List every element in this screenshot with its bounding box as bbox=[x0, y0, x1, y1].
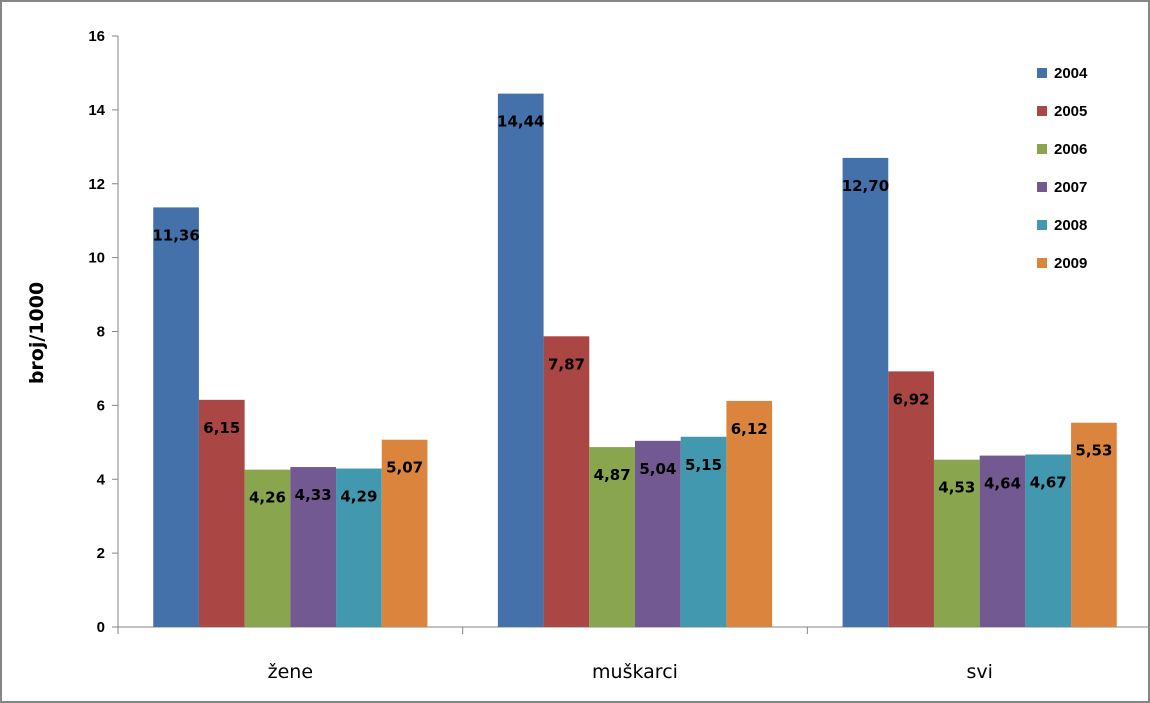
bar bbox=[726, 400, 773, 627]
bar bbox=[290, 467, 337, 627]
legend-label: 2008 bbox=[1054, 217, 1087, 234]
legend-swatch bbox=[1037, 258, 1047, 268]
legend-swatch bbox=[1037, 144, 1047, 154]
data-label: 6,15 bbox=[203, 419, 240, 437]
y-tick-label: 8 bbox=[97, 324, 105, 341]
data-label: 5,15 bbox=[685, 456, 722, 474]
bar bbox=[933, 459, 980, 627]
data-label: 6,12 bbox=[731, 420, 768, 438]
legend-label: 2007 bbox=[1054, 179, 1087, 196]
data-label: 4,67 bbox=[1030, 474, 1067, 492]
y-tick-label: 16 bbox=[88, 28, 105, 45]
legend-swatch bbox=[1037, 106, 1047, 116]
legend-swatch bbox=[1037, 182, 1047, 192]
bar bbox=[888, 371, 934, 627]
legend-label: 2009 bbox=[1054, 255, 1087, 272]
bar bbox=[381, 439, 428, 627]
legend-label: 2004 bbox=[1054, 65, 1088, 82]
bar bbox=[842, 157, 889, 628]
data-label: 4,26 bbox=[249, 489, 286, 507]
bar bbox=[497, 93, 544, 627]
bar bbox=[635, 440, 681, 627]
y-tick-label: 2 bbox=[97, 545, 105, 562]
data-label: 4,64 bbox=[984, 475, 1021, 493]
legend-swatch bbox=[1037, 68, 1047, 78]
data-label: 4,53 bbox=[938, 479, 975, 497]
bars bbox=[153, 93, 1117, 628]
bar bbox=[1071, 422, 1117, 627]
legend-label: 2006 bbox=[1054, 141, 1087, 158]
data-label: 4,29 bbox=[340, 488, 377, 506]
data-label: 5,53 bbox=[1075, 442, 1112, 460]
data-labels: 11,36 6,15 4,26 4,33 4,29 5,07 14,44 7,87 4,87 5,… bbox=[152, 113, 1112, 507]
legend: 2004 2005 2006 2007 2008 2009 bbox=[1037, 65, 1088, 272]
y-tick-label: 10 bbox=[88, 250, 105, 267]
bar bbox=[1025, 454, 1072, 627]
y-tick-label: 0 bbox=[97, 619, 105, 636]
bar bbox=[680, 436, 727, 627]
y-tick-label: 6 bbox=[97, 397, 105, 414]
x-category-label: muškarci bbox=[592, 661, 678, 683]
data-label: 11,36 bbox=[152, 226, 199, 244]
data-label: 4,33 bbox=[295, 486, 332, 504]
data-label: 4,87 bbox=[594, 466, 631, 484]
x-category-label: žene bbox=[268, 661, 313, 683]
bar bbox=[244, 469, 291, 627]
data-label: 6,92 bbox=[893, 390, 930, 408]
bar bbox=[336, 468, 382, 627]
data-label: 5,07 bbox=[386, 459, 423, 477]
bar bbox=[543, 336, 590, 627]
bar bbox=[153, 207, 199, 627]
legend-label: 2005 bbox=[1054, 103, 1087, 120]
bar bbox=[198, 399, 245, 627]
data-label: 5,04 bbox=[639, 460, 676, 478]
y-axis-title: broj/1000 bbox=[26, 282, 48, 384]
bar bbox=[979, 455, 1026, 627]
bar bbox=[589, 447, 635, 627]
legend-swatch bbox=[1037, 220, 1047, 230]
x-category-label: svi bbox=[966, 661, 992, 683]
data-label: 14,44 bbox=[497, 113, 544, 131]
y-tick-label: 4 bbox=[97, 471, 106, 488]
y-tick-label: 12 bbox=[88, 176, 105, 193]
y-tick-label: 14 bbox=[88, 102, 105, 119]
data-label: 7,87 bbox=[548, 355, 585, 373]
data-label: 12,70 bbox=[842, 177, 889, 195]
